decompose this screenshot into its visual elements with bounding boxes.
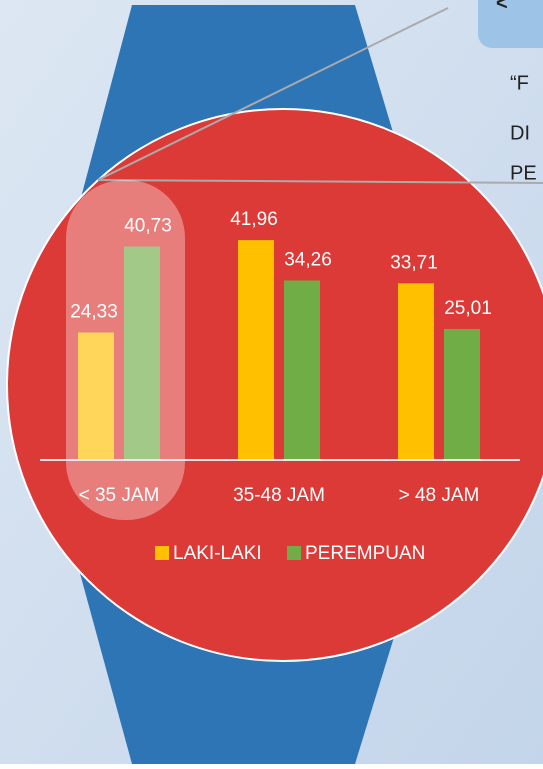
value-label: 25,01 — [444, 298, 492, 319]
callout-button[interactable] — [478, 0, 543, 48]
highlight — [66, 180, 185, 520]
legend-swatch — [155, 546, 169, 560]
callout-text: “F — [510, 72, 529, 94]
value-label: 41,96 — [230, 209, 278, 230]
callout-button-text: < — [496, 0, 508, 14]
bar — [284, 280, 320, 460]
x-tick-label: > 48 JAM — [399, 485, 480, 506]
legend-label: LAKI-LAKI — [173, 543, 262, 564]
legend-swatch — [287, 546, 301, 560]
x-tick-label: < 35 JAM — [79, 485, 160, 506]
bar — [444, 329, 480, 460]
x-tick-label: 35-48 JAM — [233, 485, 325, 506]
callout-text: PE — [510, 162, 537, 184]
bar — [238, 240, 274, 460]
legend-label: PEREMPUAN — [305, 543, 425, 564]
value-label: 33,71 — [390, 252, 438, 273]
value-label: 34,26 — [284, 249, 332, 270]
callout-text: DI — [510, 122, 530, 144]
bar — [398, 283, 434, 460]
infographic: < “F DI PE 24,3341,9633,7140,7334,2625,0… — [0, 0, 543, 764]
page: < “F DI PE 24,3341,9633,7140,7334,2625,0… — [0, 0, 543, 764]
